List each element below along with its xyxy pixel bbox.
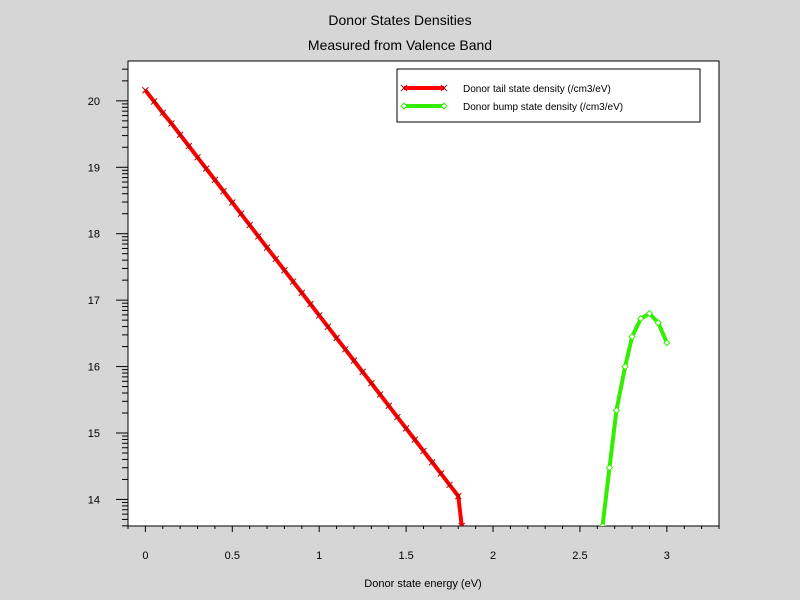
series-point — [458, 522, 466, 526]
series-point — [298, 289, 306, 297]
series-point — [237, 210, 245, 218]
series-point — [359, 368, 367, 376]
legend: Donor tail state density (/cm3/eV) Donor … — [396, 68, 701, 123]
y-tick-label: 17 — [88, 295, 100, 307]
series-point — [598, 522, 607, 526]
series-point — [315, 312, 323, 319]
series-point — [621, 362, 629, 371]
series-point — [654, 319, 662, 327]
series-point — [350, 357, 358, 364]
series-point — [263, 244, 271, 252]
series-point — [663, 338, 671, 347]
x-tick-label: 0.5 — [225, 550, 240, 562]
legend-entry: Donor tail state density (/cm3/eV) — [463, 84, 611, 95]
series-point — [159, 109, 167, 117]
series-point — [605, 463, 614, 472]
series-point — [394, 413, 401, 421]
series-point — [420, 447, 427, 455]
x-tick-label: 1.5 — [398, 550, 413, 562]
series-point — [202, 165, 210, 172]
series-point — [612, 406, 621, 415]
y-tick-label: 16 — [88, 362, 100, 374]
chart-subtitle: Measured from Valence Band — [307, 37, 493, 53]
y-tick-label: 14 — [88, 494, 100, 506]
legend-marker — [440, 102, 448, 110]
series-point — [176, 131, 184, 139]
x-tick-label: 2.5 — [572, 550, 587, 562]
series-point — [637, 315, 645, 323]
x-tick-label: 0 — [142, 550, 148, 562]
series-point — [333, 334, 340, 342]
series-point — [211, 176, 219, 184]
series-point — [228, 199, 236, 206]
series-point — [376, 391, 384, 398]
series-point — [454, 492, 462, 500]
series-point — [411, 436, 419, 443]
series-layer — [142, 86, 671, 526]
series-point — [307, 300, 314, 308]
series-point — [185, 142, 193, 150]
series-point — [281, 266, 288, 274]
series-point — [272, 255, 280, 263]
legend-marker — [440, 84, 448, 92]
series-point — [255, 233, 262, 240]
chart-title: Donor States Densities — [328, 12, 472, 28]
series-point — [324, 323, 332, 331]
legend-box — [396, 68, 701, 123]
legend-marker — [400, 84, 408, 92]
series-point — [402, 424, 410, 432]
series-point — [142, 86, 149, 94]
series-point — [437, 470, 445, 477]
y-tick-label: 19 — [88, 162, 100, 174]
legend-entry: Donor bump state density (/cm3/eV) — [463, 102, 623, 113]
series-point — [194, 153, 201, 161]
series-point — [428, 458, 436, 466]
y-tick-label: 18 — [88, 229, 100, 241]
series-point — [628, 332, 636, 341]
legend-marker — [400, 102, 408, 110]
series-point — [341, 345, 349, 353]
axes: 0 0.5 1 1.5 2 2.5 3 14 15 16 17 18 19 20 — [88, 68, 720, 562]
series-point — [150, 98, 158, 105]
series-point — [645, 309, 654, 318]
series-point — [289, 278, 297, 285]
x-tick-label: 1 — [316, 550, 322, 562]
y-tick-label: 15 — [88, 428, 100, 440]
series-point — [220, 187, 227, 195]
series-point — [168, 120, 175, 127]
x-tick-label: 2 — [490, 550, 496, 562]
x-axis-label: Donor state energy (eV) — [364, 578, 481, 590]
series-point — [367, 379, 375, 387]
series-point — [446, 481, 453, 489]
y-tick-label: 20 — [88, 96, 100, 108]
plot-area — [127, 60, 720, 527]
series-point — [385, 402, 393, 410]
x-tick-label: 3 — [664, 550, 670, 562]
series-point — [246, 221, 254, 229]
